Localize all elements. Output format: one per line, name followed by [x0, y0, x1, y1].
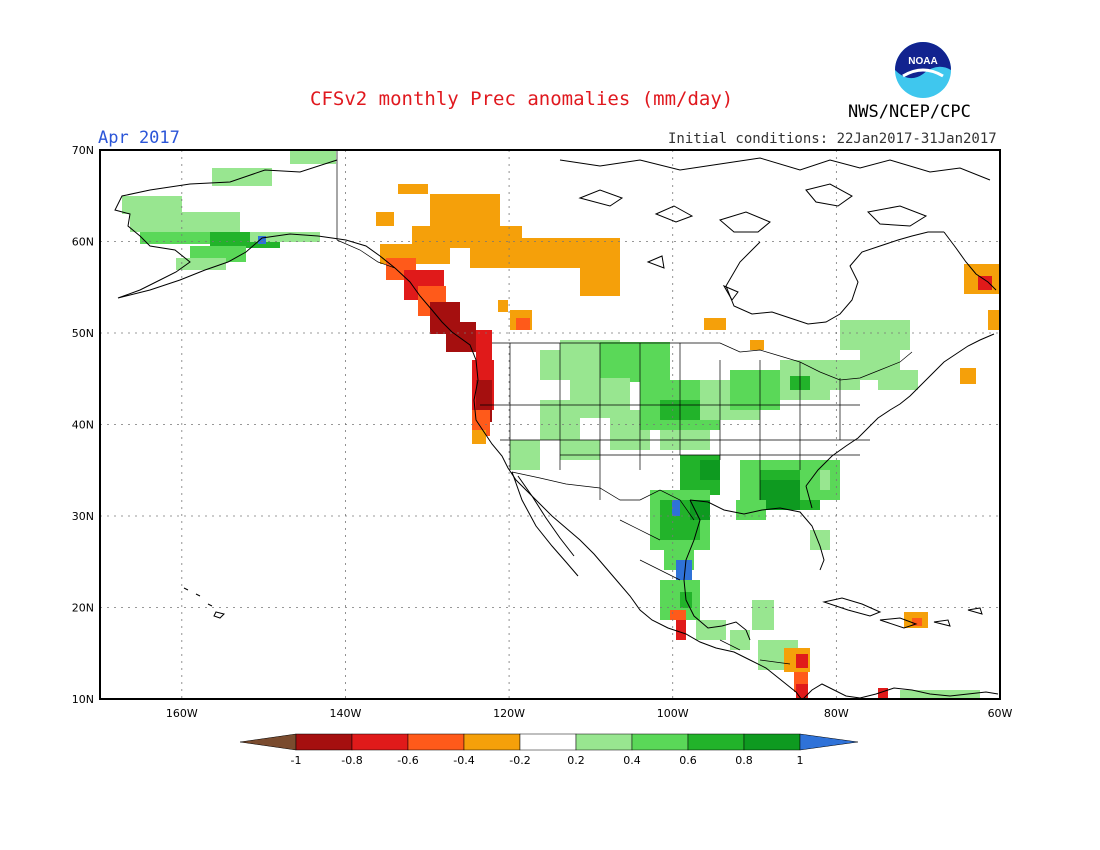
anomaly-cell — [760, 480, 800, 510]
lon-label: 160W — [166, 707, 198, 720]
anomaly-cells — [122, 150, 1000, 699]
lat-label: 10N — [72, 693, 94, 706]
anomaly-cell — [258, 236, 266, 244]
colorbar-label: 0.8 — [735, 754, 753, 767]
colorbar-segment — [799, 733, 859, 751]
anomaly-cell — [810, 530, 830, 550]
noaa-logo-text: NOAA — [908, 56, 937, 67]
anomaly-cell — [690, 500, 710, 520]
lat-label: 60N — [72, 236, 94, 249]
anomaly-cell — [796, 654, 808, 668]
political-borders — [336, 150, 913, 665]
plot-frame — [99, 149, 1001, 700]
anomaly-cell — [560, 440, 600, 460]
colorbar-label: -1 — [291, 754, 302, 767]
anomaly-cell — [580, 258, 620, 296]
anomaly-cell — [472, 430, 486, 444]
anomaly-cell — [250, 232, 320, 242]
anomaly-cell — [672, 500, 680, 516]
anomaly-cell — [700, 460, 720, 480]
colorbar-segment — [351, 733, 409, 751]
latitude-labels: 70N 60N 50N 40N 30N 20N 10N — [72, 144, 94, 706]
colorbar-segment — [519, 733, 577, 751]
anomaly-cell — [122, 196, 182, 214]
colorbar-labels: -1 -0.8 -0.6 -0.4 -0.2 0.2 0.4 0.6 0.8 1 — [291, 754, 804, 767]
anomaly-cell — [750, 340, 764, 350]
colorbar-label: -0.6 — [397, 754, 418, 767]
colorbar-label: 1 — [797, 754, 804, 767]
colorbar-label: 0.2 — [567, 754, 585, 767]
colorbar — [239, 733, 859, 751]
anomaly-cell — [398, 184, 428, 194]
anomaly-cell — [704, 318, 726, 330]
anomaly-cell — [676, 560, 692, 584]
colorbar-segment — [295, 733, 353, 751]
lat-label: 70N — [72, 144, 94, 157]
anomaly-cell — [670, 610, 686, 620]
anomaly-cell — [290, 150, 336, 164]
lon-label: 80W — [824, 707, 849, 720]
colorbar-label: -0.4 — [453, 754, 474, 767]
colorbar-segment — [239, 733, 297, 751]
anomaly-cell — [736, 500, 766, 520]
anomaly-cell — [912, 618, 922, 626]
colorbar-segment — [575, 733, 633, 751]
anomaly-cell — [510, 440, 540, 470]
anomaly-cell — [376, 212, 394, 226]
map-title: CFSv2 monthly Prec anomalies (mm/day) — [310, 88, 734, 110]
anomaly-cell — [878, 688, 888, 698]
noaa-logo: NOAA — [895, 42, 951, 98]
anomaly-cell — [878, 370, 918, 390]
colorbar-label: -0.2 — [509, 754, 530, 767]
lat-label: 30N — [72, 510, 94, 523]
anomaly-cell — [676, 620, 686, 640]
anomaly-cell — [176, 258, 226, 270]
anomaly-cell — [820, 470, 830, 490]
colorbar-label: -0.8 — [341, 754, 362, 767]
lon-label: 120W — [493, 707, 525, 720]
gridlines — [100, 150, 1000, 699]
lat-label: 20N — [72, 602, 94, 615]
colorbar-segment — [631, 733, 689, 751]
colorbar-segment — [463, 733, 521, 751]
anomaly-cell — [988, 310, 1000, 330]
lat-label: 50N — [72, 327, 94, 340]
lon-label: 100W — [657, 707, 689, 720]
anomaly-cell — [696, 620, 726, 640]
anomaly-cell — [516, 318, 530, 330]
anomaly-cell — [600, 342, 670, 382]
coastlines — [114, 157, 999, 699]
anomaly-cell — [796, 684, 808, 699]
forecast-month: Apr 2017 — [98, 128, 180, 148]
anomaly-cell — [752, 600, 774, 630]
anomaly-cell — [430, 194, 500, 230]
lat-label: 40N — [72, 419, 94, 432]
colorbar-segment — [407, 733, 465, 751]
colorbar-segment — [743, 733, 801, 751]
initial-conditions: Initial conditions: 22Jan2017-31Jan2017 — [668, 131, 997, 147]
anomaly-cell — [730, 630, 750, 650]
anomaly-cell — [130, 212, 240, 232]
colorbar-label: 0.4 — [623, 754, 641, 767]
agency-label: NWS/NCEP/CPC — [848, 102, 971, 122]
colorbar-label: 0.6 — [679, 754, 697, 767]
longitude-labels: 160W 140W 120W 100W 80W 60W — [166, 707, 1013, 720]
anomaly-cell — [730, 370, 780, 410]
lon-label: 140W — [330, 707, 362, 720]
colorbar-segment — [687, 733, 745, 751]
anomaly-cell — [498, 300, 508, 312]
lon-label: 60W — [988, 707, 1013, 720]
anomaly-cell — [960, 368, 976, 384]
anomaly-cell — [472, 410, 490, 436]
anomaly-cell — [900, 690, 940, 699]
anomaly-cell — [978, 276, 992, 290]
